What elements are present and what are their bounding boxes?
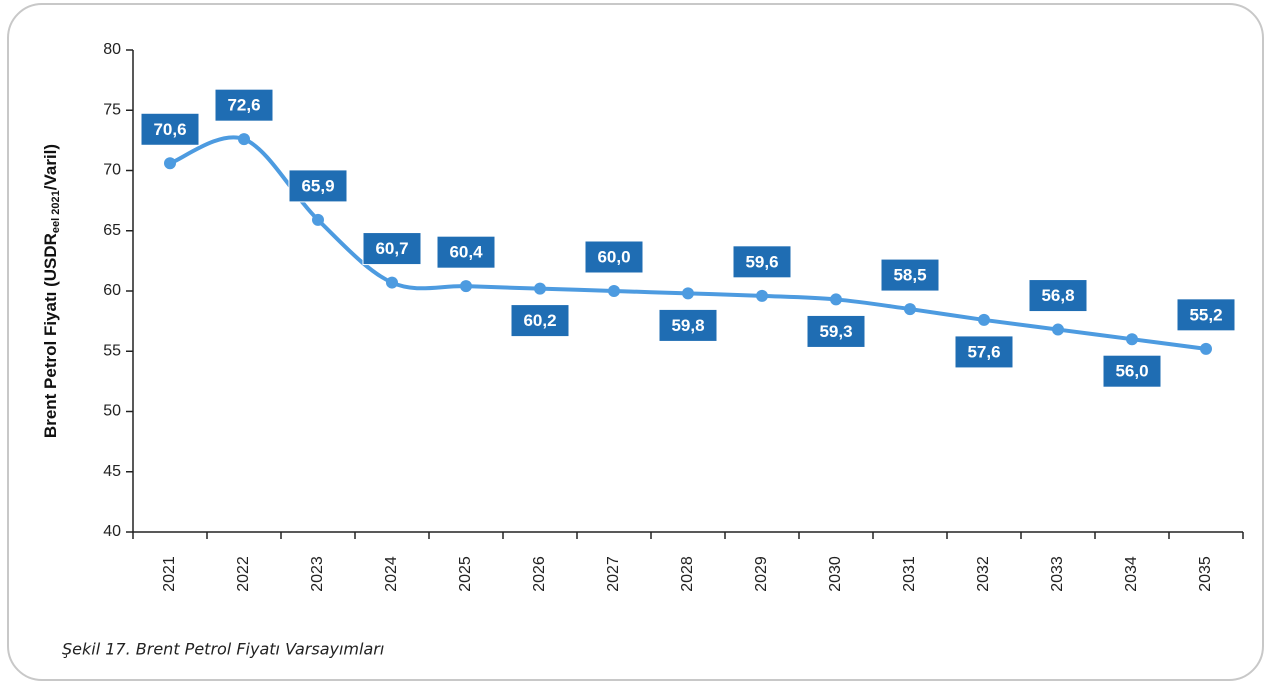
- value-label-box: [732, 245, 792, 279]
- value-label-box: [140, 112, 200, 146]
- x-tick-label: 2028: [679, 556, 696, 592]
- y-tick-label: 55: [103, 342, 121, 359]
- value-label-box: [362, 232, 422, 266]
- point: [534, 282, 546, 295]
- point: [1200, 342, 1212, 355]
- point: [830, 293, 842, 306]
- value-label: 60,2: [523, 311, 556, 330]
- point: [608, 285, 620, 297]
- y-tick-label: 45: [103, 463, 121, 480]
- value-label: 59,8: [671, 316, 704, 335]
- y-label-part: /Varil): [41, 144, 60, 190]
- point: [164, 157, 176, 170]
- y-label-part: Brent Petrol Fiyatı (USDR: [41, 233, 60, 438]
- y-tick-label: 40: [103, 523, 121, 540]
- value-label-box: [806, 314, 866, 348]
- point: [312, 213, 324, 226]
- value-label: 58,5: [893, 266, 926, 285]
- point: [238, 133, 250, 146]
- value-label-box: [880, 258, 940, 292]
- value-label: 56,8: [1041, 286, 1074, 305]
- x-tick-label: 2035: [1197, 556, 1214, 592]
- value-label-box: [214, 88, 274, 122]
- value-label: 72,6: [227, 96, 260, 115]
- value-label-box: [1176, 298, 1236, 332]
- x-tick-label: 2031: [901, 556, 918, 592]
- x-tick-label: 2032: [975, 556, 992, 592]
- y-label-sub: eel 2021: [50, 190, 62, 233]
- x-tick-label: 2022: [235, 556, 252, 592]
- point: [682, 287, 694, 300]
- y-tick-label: 65: [103, 222, 121, 239]
- x-tick-label: 2024: [383, 556, 400, 592]
- value-label: 57,6: [967, 342, 1000, 361]
- value-label: 65,9: [301, 176, 334, 195]
- x-tick-label: 2025: [457, 556, 474, 592]
- y-tick-label: 50: [103, 403, 121, 420]
- caption: Şekil 17. Brent Petrol Fiyatı Varsayımla…: [62, 640, 384, 659]
- value-label-box: [584, 240, 644, 274]
- point: [904, 303, 916, 316]
- x-tick-label: 2029: [753, 556, 770, 592]
- x-tick-label: 2021: [161, 556, 178, 592]
- value-label: 60,4: [449, 243, 483, 262]
- point: [1126, 333, 1138, 346]
- value-label: 60,0: [597, 247, 630, 266]
- value-label-box: [436, 235, 496, 269]
- x-tick-label: 2023: [309, 556, 326, 592]
- value-label-box: [954, 335, 1014, 369]
- value-label-box: [658, 308, 718, 342]
- value-label: 59,6: [745, 252, 778, 271]
- value-label: 55,2: [1189, 305, 1222, 324]
- y-tick-label: 60: [103, 282, 121, 299]
- x-tick-label: 2033: [1049, 556, 1066, 592]
- point: [460, 280, 472, 293]
- value-label: 60,7: [375, 239, 408, 258]
- x-tick-label: 2026: [531, 556, 548, 592]
- value-label-box: [1102, 354, 1162, 388]
- value-label: 59,3: [819, 322, 852, 341]
- x-tick-label: 2027: [605, 556, 622, 592]
- y-tick-label: 70: [103, 162, 121, 179]
- x-tick-label: 2034: [1123, 556, 1140, 592]
- value-label-box: [288, 169, 348, 203]
- frame: [7, 3, 1264, 681]
- value-label: 70,6: [153, 120, 186, 139]
- value-label: 56,0: [1115, 362, 1148, 381]
- value-label-box: [510, 304, 570, 338]
- x-tick-label: 2030: [827, 556, 844, 592]
- y-tick-label: 75: [103, 101, 121, 118]
- y-axis-label: Brent Petrol Fiyatı (USDReel 2021/Varil): [41, 144, 61, 438]
- point: [1052, 323, 1064, 336]
- point: [756, 289, 768, 302]
- point: [386, 276, 398, 289]
- value-label-box: [1028, 279, 1088, 313]
- point: [978, 313, 990, 326]
- y-tick-label: 80: [103, 41, 121, 58]
